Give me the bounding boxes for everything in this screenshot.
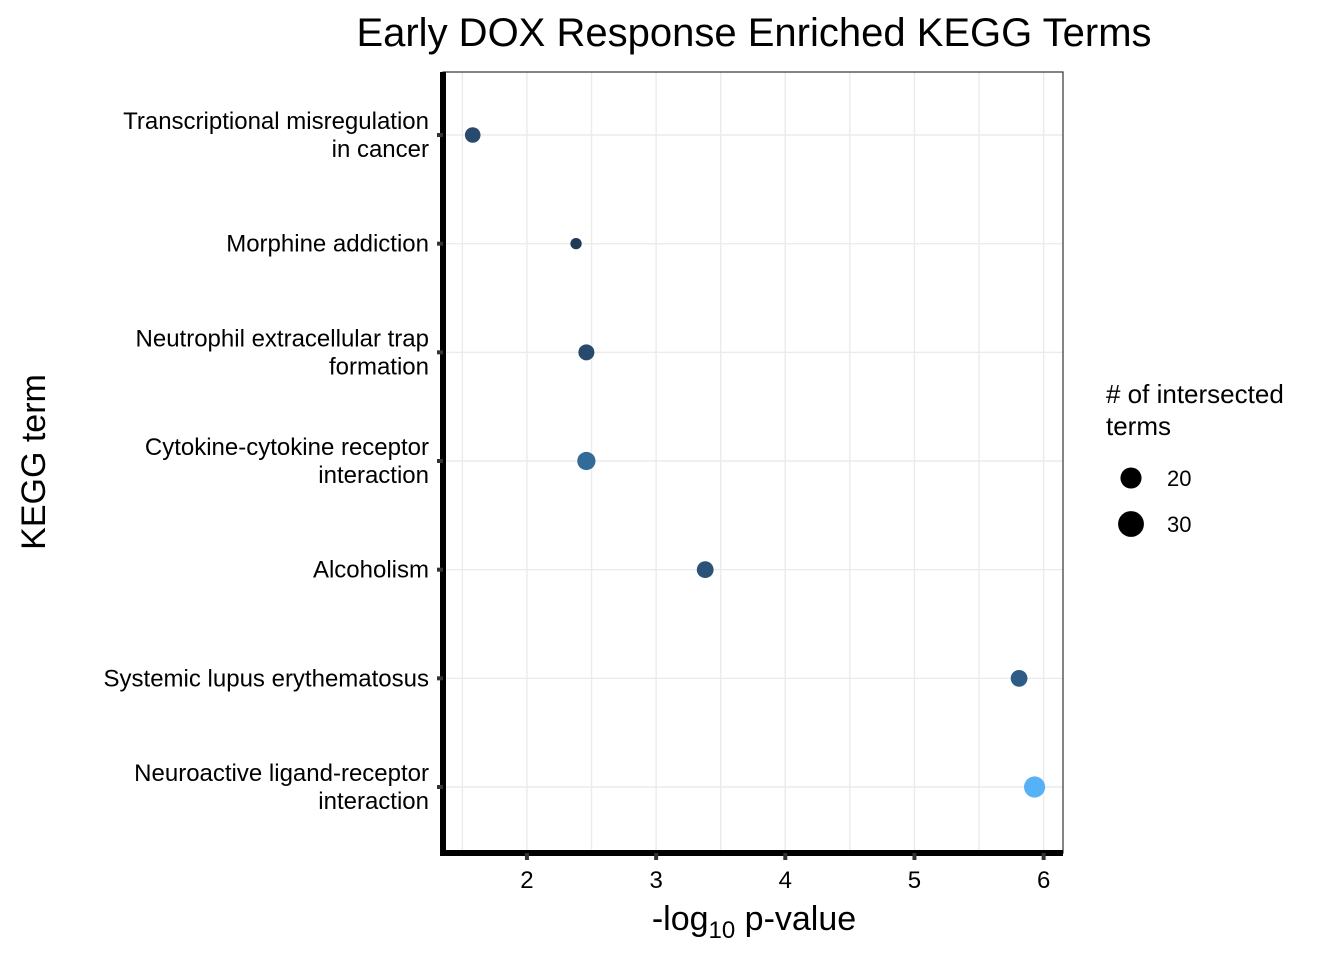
data-point <box>570 238 582 250</box>
y-tick-label-line: interaction <box>318 788 429 815</box>
x-axis-title-suffix: p-value <box>735 900 856 938</box>
data-point <box>464 127 481 143</box>
y-tick-label-line: Cytokine-cytokine receptor <box>145 434 429 461</box>
data-point <box>696 561 714 579</box>
y-tick-label: Morphine addiction <box>226 231 429 258</box>
grid <box>443 72 1063 853</box>
data-point <box>577 451 596 471</box>
y-tick-label-line: interaction <box>318 462 429 489</box>
x-axis-title-prefix: -log <box>652 900 709 938</box>
x-tick-label: 5 <box>908 867 921 894</box>
legend-key <box>1120 467 1142 489</box>
y-tick-label-line: Alcoholism <box>313 557 429 584</box>
legend-title: terms <box>1106 411 1171 441</box>
size-legend: # of intersected terms 20 30 <box>1106 379 1284 537</box>
y-tick-label: Transcriptional misregulation in cancer <box>123 108 429 163</box>
data-point <box>1024 776 1046 798</box>
y-tick-label-line: Morphine addiction <box>226 231 429 258</box>
y-tick-label: Cytokine-cytokine receptor interaction <box>145 434 429 489</box>
y-tick-labels: Transcriptional misregulation in cancer Mo… <box>104 108 443 815</box>
x-ticks: 2 3 4 5 6 <box>520 853 1050 894</box>
plot-panel-border <box>442 71 1064 854</box>
chart-title: Early DOX Response Enriched KEGG Terms <box>356 11 1151 55</box>
x-tick-label: 6 <box>1037 867 1050 894</box>
x-tick-label: 4 <box>779 867 792 894</box>
legend-key <box>1118 511 1144 537</box>
y-tick-label: Neuroactive ligand-receptor interaction <box>134 760 429 815</box>
y-tick-label-line: Systemic lupus erythematosus <box>104 665 429 692</box>
legend-label: 30 <box>1167 512 1191 537</box>
y-tick-label-line: in cancer <box>332 136 429 163</box>
x-tick-label: 3 <box>649 867 662 894</box>
x-tick-label: 2 <box>520 867 533 894</box>
y-tick-label: Systemic lupus erythematosus <box>104 665 429 692</box>
y-tick-label-line: Transcriptional misregulation <box>123 108 429 135</box>
y-tick-label-line: Neutrophil extracellular trap <box>136 325 429 352</box>
y-tick-label-line: formation <box>329 353 429 380</box>
y-tick-label: Neutrophil extracellular trap formation <box>136 325 429 380</box>
y-tick-label: Alcoholism <box>313 557 429 584</box>
data-point <box>1010 669 1028 687</box>
legend-label: 20 <box>1167 466 1191 491</box>
legend-title: # of intersected <box>1106 379 1284 409</box>
x-axis-title-subscript: 10 <box>709 917 736 944</box>
y-axis-title: KEGG term <box>15 374 53 550</box>
x-axis-title: -log10 p-value <box>652 900 856 944</box>
data-points <box>464 127 1046 798</box>
y-tick-label-line: Neuroactive ligand-receptor <box>134 760 429 787</box>
data-point <box>578 344 595 361</box>
